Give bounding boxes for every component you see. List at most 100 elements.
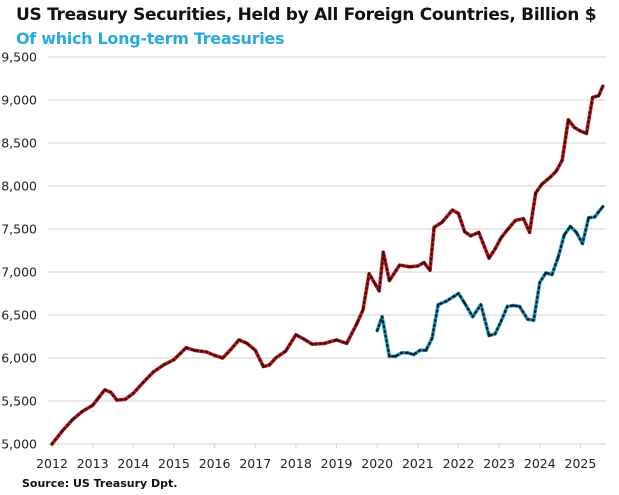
data-point: [361, 308, 365, 312]
data-point: [591, 96, 594, 99]
data-point: [512, 304, 515, 307]
data-point: [103, 388, 107, 392]
x-tick-label: 2019: [321, 456, 353, 471]
data-point: [178, 352, 182, 356]
data-point: [412, 353, 416, 356]
data-point: [381, 250, 385, 254]
data-point: [428, 268, 432, 272]
series-line: [50, 84, 605, 446]
data-point: [406, 351, 409, 355]
data-point: [556, 256, 560, 259]
data-point: [205, 350, 208, 354]
data-point: [294, 333, 298, 337]
data-point: [538, 281, 542, 284]
data-point: [132, 391, 135, 395]
data-point: [540, 182, 544, 186]
data-point: [566, 118, 570, 122]
data-point: [400, 351, 403, 355]
data-point: [375, 329, 379, 332]
data-point: [152, 370, 155, 374]
data-point: [109, 391, 113, 394]
data-point: [514, 219, 517, 222]
data-point: [355, 322, 359, 325]
data-point: [601, 205, 605, 208]
x-tick-label: 2016: [199, 456, 231, 471]
x-tick-label: 2014: [117, 456, 149, 471]
data-point: [487, 256, 491, 260]
y-tick-label: 8,500: [1, 136, 37, 151]
y-tick-label: 9,500: [1, 50, 37, 65]
data-point: [585, 132, 588, 135]
data-point: [424, 348, 428, 352]
data-point: [310, 342, 314, 346]
data-point: [115, 398, 119, 402]
data-point: [367, 272, 371, 276]
data-point: [593, 215, 596, 219]
data-point: [408, 265, 412, 269]
data-point: [469, 234, 472, 238]
data-point: [477, 231, 481, 234]
data-point: [268, 363, 271, 367]
data-point: [463, 230, 466, 233]
data-point: [445, 299, 448, 303]
data-point: [499, 319, 503, 323]
data-point: [398, 263, 401, 267]
data-point: [479, 303, 483, 306]
data-point: [526, 318, 529, 321]
data-point: [237, 338, 241, 342]
data-point: [493, 332, 497, 336]
chart-subtitle: Of which Long-term Treasuries: [16, 29, 285, 48]
data-point: [528, 231, 531, 234]
data-point: [123, 397, 127, 401]
data-point: [284, 349, 288, 353]
data-point: [373, 282, 377, 286]
data-point: [562, 233, 566, 237]
data-point: [451, 208, 454, 212]
y-tick-label: 7,000: [1, 265, 37, 280]
data-point: [172, 358, 176, 362]
data-point: [579, 129, 582, 133]
y-tick-label: 7,500: [1, 222, 37, 237]
data-point: [532, 318, 536, 322]
data-point: [471, 315, 475, 319]
data-point: [388, 279, 391, 282]
data-point: [518, 305, 521, 308]
source-note: Source: US Treasury Dpt.: [22, 477, 178, 490]
data-point: [377, 289, 381, 293]
data-point: [162, 363, 166, 367]
data-point: [587, 216, 590, 220]
x-tick-label: 2025: [565, 456, 597, 471]
data-point: [597, 210, 601, 214]
data-point: [388, 354, 391, 358]
data-point: [245, 342, 249, 345]
data-point: [416, 264, 420, 268]
y-tick-label: 6,000: [1, 351, 37, 366]
x-tick-label: 2013: [77, 456, 109, 471]
data-point: [81, 410, 84, 413]
data-point: [432, 225, 436, 229]
data-point: [71, 418, 74, 422]
y-tick-label: 8,000: [1, 179, 37, 194]
y-tick-label: 9,000: [1, 93, 37, 108]
data-point: [262, 365, 265, 368]
chart-title: US Treasury Securities, Held by All Fore…: [16, 5, 597, 25]
data-point: [560, 158, 564, 162]
data-point: [440, 220, 444, 224]
data-point: [601, 84, 605, 88]
y-tick-label: 6,500: [1, 308, 37, 323]
data-point: [573, 126, 576, 129]
data-point: [192, 348, 196, 352]
x-tick-label: 2012: [36, 456, 68, 471]
data-point: [184, 346, 188, 349]
data-point: [253, 348, 257, 352]
data-point: [457, 212, 460, 215]
data-point: [345, 342, 349, 345]
data-point: [457, 292, 460, 295]
data-point: [302, 337, 306, 341]
data-point: [335, 338, 338, 342]
x-tick-label: 2024: [524, 456, 556, 471]
data-point: [323, 342, 326, 345]
data-point: [430, 336, 434, 340]
y-tick-label: 5,500: [1, 394, 37, 409]
